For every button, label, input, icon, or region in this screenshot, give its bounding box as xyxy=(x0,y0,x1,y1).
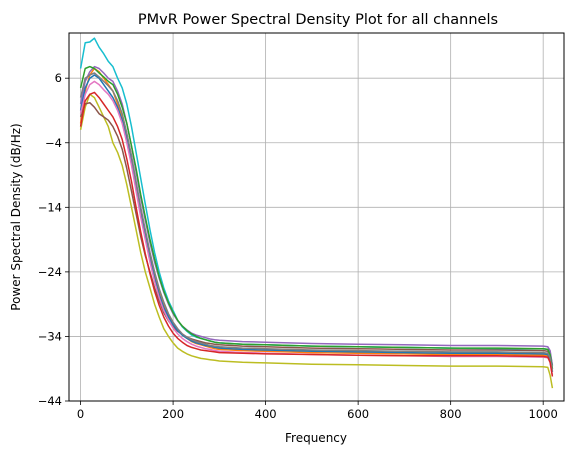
x-tick-label: 200 xyxy=(162,407,184,421)
series-line-ch-olive xyxy=(79,93,554,389)
series-line-ch-brown xyxy=(79,101,554,369)
series-layer xyxy=(79,37,554,389)
series-line-ch-red xyxy=(79,91,554,377)
y-axis-label: Power Spectral Density (dB/Hz) xyxy=(9,123,23,310)
series-line-ch-blue xyxy=(79,74,554,373)
series-line-ch-gray xyxy=(79,72,554,371)
x-tick-label: 800 xyxy=(440,407,462,421)
y-axis: −44 −34 −24 −14 −4 6 xyxy=(38,71,69,408)
x-axis-label: Frequency xyxy=(285,431,347,445)
x-tick-label: 0 xyxy=(77,407,84,421)
grid xyxy=(69,33,564,402)
x-tick-label: 400 xyxy=(255,407,277,421)
x-tick-label: 600 xyxy=(347,407,369,421)
x-axis: 0 200 400 600 800 1000 xyxy=(77,401,558,421)
y-tick-label: −4 xyxy=(45,136,62,150)
y-tick-label: 6 xyxy=(55,71,62,85)
series-line-ch-green xyxy=(79,65,554,369)
chart-title: PMvR Power Spectral Density Plot for all… xyxy=(138,12,498,28)
y-tick-label: −24 xyxy=(38,265,62,279)
y-tick-label: −44 xyxy=(38,394,62,408)
y-tick-label: −34 xyxy=(38,329,62,343)
y-tick-label: −14 xyxy=(38,200,62,214)
plot-frame xyxy=(68,32,565,402)
x-tick-label: 1000 xyxy=(529,407,558,421)
